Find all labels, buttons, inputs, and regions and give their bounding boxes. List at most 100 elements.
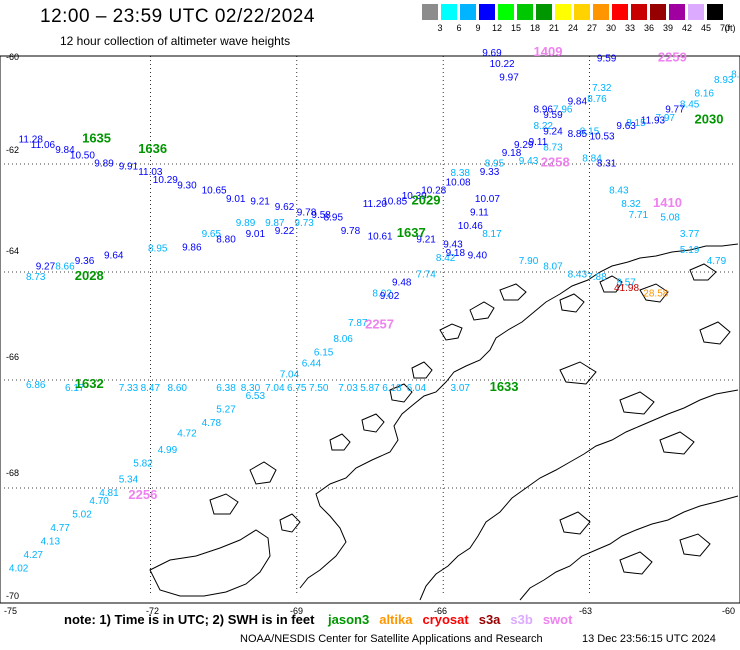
wave-height-value: 9.43 [519,156,539,167]
wave-height-value: 7.71 [629,210,649,221]
color-legend: 3 6 9 12 15 18 21 24 27 30 33 36 39 42 45 70 (ft) [422,4,736,34]
wave-height-value: 6.75 [287,383,307,394]
legend-label: 33 [624,23,635,33]
wave-height-value: 4.77 [50,523,70,534]
wave-height-value: 10.53 [590,132,615,143]
legend-swatch [688,4,704,20]
wave-height-value: 10.28 [421,186,446,197]
legend-label: 9 [475,23,481,33]
wave-height-value: 4.79 [707,256,727,267]
wave-height-value: 8.32 [621,199,641,210]
legend-label: 70 [719,23,730,33]
wave-height-value: 8.22 [534,121,554,132]
wave-height-value: 9.02 [380,291,400,302]
wave-height-value: 8.85 [568,129,588,140]
wave-height-value: 8.38 [451,168,471,179]
wave-height-value: 5.27 [216,404,236,415]
wave-height-value: 9.91 [119,161,139,172]
legend-label: 6 [456,23,462,33]
wave-height-value: 8.95 [324,213,344,224]
wave-height-value: 9.87 [265,218,285,229]
wave-height-value: 8.60 [168,383,188,394]
wave-height-value: 4.99 [158,445,178,456]
wave-height-value: 10.39 [402,191,427,202]
legend-swatch [517,4,533,20]
lat-label-66: -66 [6,352,20,362]
wave-height-value: 4.78 [202,418,222,429]
pass-time-label: 2256 [128,487,157,502]
wave-height-value: 5.19 [680,245,700,256]
wave-height-value: 9.84 [55,145,75,156]
wave-height-value: 28.58 [643,288,668,299]
wave-height-value: 7.04 [280,369,300,380]
wave-height-value: 9.48 [392,278,412,289]
wave-height-value: 9.22 [275,226,295,237]
generated-timestamp: 13 Dec 23:56:15 UTC 2024 [582,633,716,645]
map-title: 12:00 – 23:59 UTC 02/22/2024 [40,6,315,27]
wave-height-value: 9.33 [480,167,500,178]
lat-label-68: -68 [6,468,20,478]
wave-height-value: 10.85 [382,197,407,208]
legend-label: 24 [567,23,578,33]
wave-height-value: 8.16 [695,89,715,100]
wave-height-value: 8.07 [543,261,563,272]
wave-height-value: 11.93 [641,116,666,127]
note-text: note: 1) Time is in UTC; 2) SWH is in fe… [64,612,315,627]
wave-height-value: 9.27 [36,261,56,272]
legend-swatch [441,4,457,20]
legend-swatch [612,4,628,20]
wave-height-value: 9.29 [514,140,534,151]
legend-label: 18 [529,23,540,33]
wave-height-value: 8.79 [731,70,740,81]
wave-height-value: 9.62 [275,202,295,213]
wave-height-value: 9.59 [597,53,617,64]
wave-height-value: 9.40 [468,251,488,262]
lon-label-72: -72 [146,606,160,616]
wave-height-value: 8.15 [580,126,600,137]
lat-label-60: -60 [6,52,20,62]
wave-height-value: 9.43 [443,240,463,251]
legend-label: 39 [662,23,673,33]
wave-height-value: 6.38 [216,383,236,394]
satellite-label-s3a: s3a [478,612,501,627]
pass-time-label: 1635 [82,130,111,145]
legend-label: 36 [643,23,654,33]
wave-height-value: 5.02 [72,510,92,521]
wave-height-value: 8.43 [568,269,588,280]
legend-swatch [479,4,495,20]
wave-height-value: 9.01 [226,194,246,205]
wave-height-value: 9.59 [543,110,563,121]
wave-height-value: 41.98 [614,283,639,294]
pass-time-label: 1409 [534,44,563,59]
wave-height-value: 5.82 [133,458,153,469]
pass-time-label: 2259 [658,49,687,64]
wave-height-value: 9.89 [94,159,114,170]
wave-height-value: 10.61 [368,232,393,243]
wave-height-value: 9.21 [416,234,436,245]
legend-swatch [650,4,666,20]
wave-height-value: 6.86 [26,380,46,391]
legend-label: 30 [605,23,616,33]
wave-height-value: 4.81 [99,488,119,499]
wave-height-value: 11.06 [31,140,56,151]
observations-layer: 8.73 8.66 8.95 9.65 9.89 9.87 9.73 8.38 8.95 9.43… [9,44,740,575]
satellite-label-cryosat: cryosat [422,612,469,627]
lat-label-70: -70 [6,591,20,601]
legend-swatch [422,4,438,20]
lat-label-62: -62 [6,145,20,155]
wave-height-value: 8.66 [55,261,75,272]
wave-height-value: 8.15 [626,118,646,129]
wave-height-value: 9.30 [177,180,197,191]
footer-note: note: 1) Time is in UTC; 2) SWH is in fe… [64,612,572,627]
wave-height-value: 9.78 [297,207,317,218]
wave-height-value: 7.32 [592,83,612,94]
wave-height-value: 9.64 [104,251,124,262]
legend-swatch [631,4,647,20]
wave-height-value: 10.07 [475,194,500,205]
wave-height-value: 7.88 [587,272,607,283]
wave-height-value: 10.29 [153,175,178,186]
wave-height-value: 6.18 [382,383,402,394]
wave-height-value: 4.13 [41,537,61,548]
legend-label: 27 [586,23,597,33]
legend-swatch [707,4,723,20]
